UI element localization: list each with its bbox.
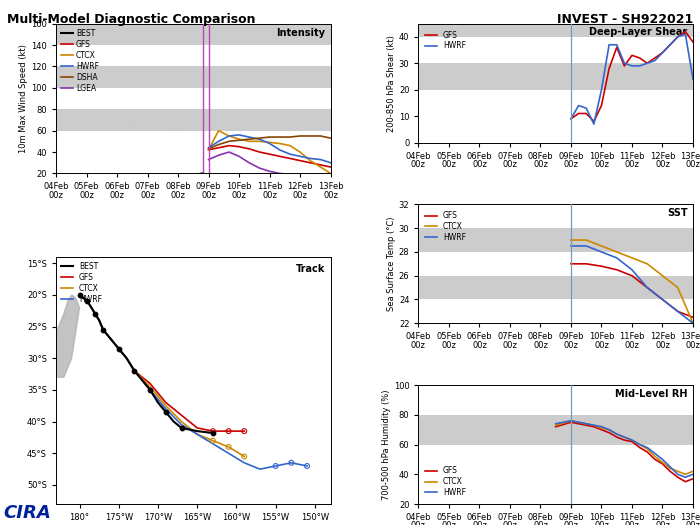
Bar [419, 63, 693, 90]
Legend: GFS, HWRF: GFS, HWRF [422, 27, 469, 54]
Legend: GFS, CTCX, HWRF: GFS, CTCX, HWRF [422, 208, 469, 245]
Text: Multi-Model Diagnostic Comparison: Multi-Model Diagnostic Comparison [7, 13, 256, 26]
Point [144, 386, 155, 394]
Point [223, 427, 235, 435]
Point [207, 429, 218, 437]
Point [239, 452, 250, 460]
Bar [419, 415, 693, 445]
Y-axis label: 200-850 hPa Shear (kt): 200-850 hPa Shear (kt) [387, 35, 396, 132]
Bar [56, 109, 330, 131]
Legend: BEST, GFS, CTCX, HWRF: BEST, GFS, CTCX, HWRF [60, 260, 104, 306]
Polygon shape [56, 295, 80, 377]
Bar [56, 24, 330, 45]
Point [286, 459, 297, 467]
Y-axis label: 700-500 hPa Humidity (%): 700-500 hPa Humidity (%) [382, 390, 391, 500]
Bar [419, 276, 693, 299]
Y-axis label: Sea Surface Temp (°C): Sea Surface Temp (°C) [387, 216, 396, 311]
Bar [56, 67, 330, 88]
Point [129, 366, 140, 375]
Point [176, 424, 187, 432]
Point [82, 297, 93, 306]
Point [74, 291, 85, 299]
Point [207, 427, 218, 435]
Bar [56, 24, 330, 45]
Bar [56, 67, 330, 88]
Legend: BEST, GFS, CTCX, HWRF, DSHA, LGEA: BEST, GFS, CTCX, HWRF, DSHA, LGEA [60, 27, 100, 94]
Text: CIRA: CIRA [4, 505, 51, 522]
Point [270, 462, 281, 470]
Bar [419, 24, 693, 37]
Text: Deep-Layer Shear: Deep-Layer Shear [589, 27, 687, 37]
Point [207, 436, 218, 445]
Text: Mid-Level RH: Mid-Level RH [615, 388, 687, 398]
Point [239, 427, 250, 435]
Legend: GFS, CTCX, HWRF: GFS, CTCX, HWRF [422, 463, 469, 500]
Point [223, 443, 235, 451]
Point [302, 462, 313, 470]
Text: Intensity: Intensity [276, 28, 325, 38]
Text: Track: Track [295, 264, 325, 274]
Point [113, 344, 125, 353]
Bar [56, 109, 330, 131]
Point [160, 408, 172, 416]
Bar [419, 228, 693, 252]
Y-axis label: 10m Max Wind Speed (kt): 10m Max Wind Speed (kt) [20, 44, 28, 153]
Point [90, 310, 101, 318]
Point [97, 326, 108, 334]
Text: INVEST - SH922021: INVEST - SH922021 [556, 13, 693, 26]
Text: SST: SST [667, 208, 687, 218]
